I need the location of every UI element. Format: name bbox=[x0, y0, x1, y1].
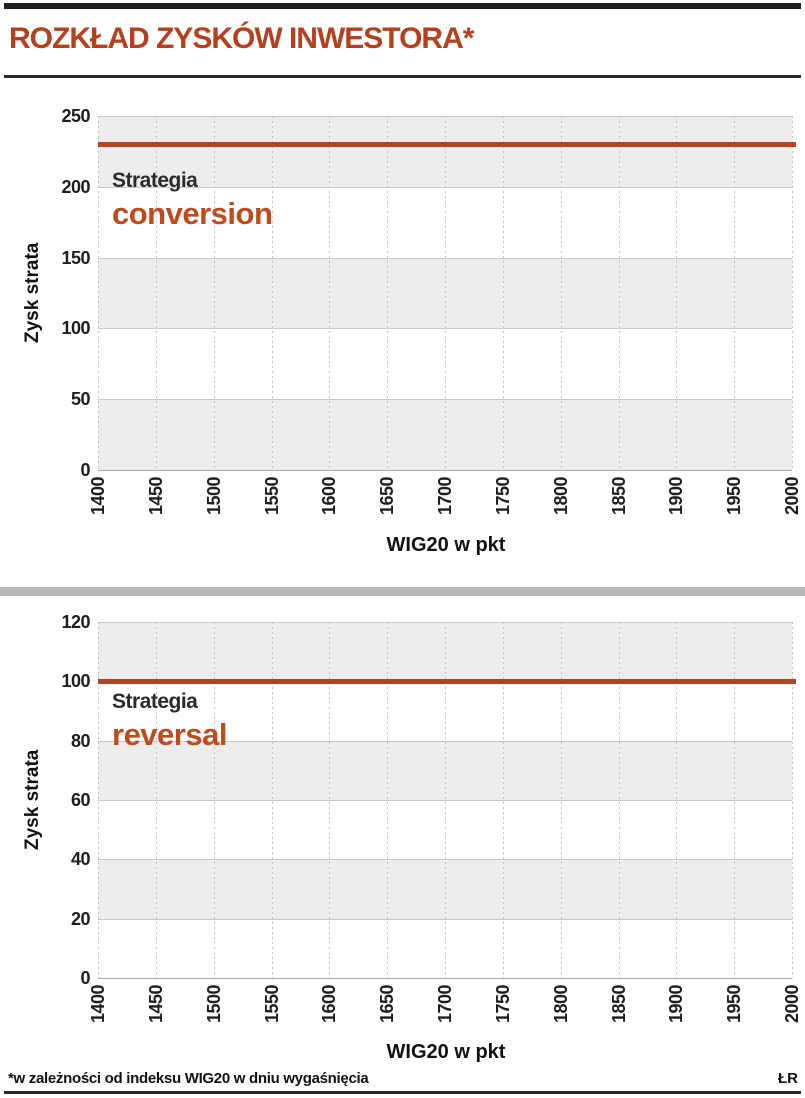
y-tick-label: 40 bbox=[70, 849, 91, 870]
x-axis-title-bottom: WIG20 w pkt bbox=[386, 1041, 506, 1063]
strategy-name: conversion bbox=[112, 196, 273, 231]
vertical-gridline bbox=[387, 116, 389, 470]
y-tick-label: 50 bbox=[70, 389, 91, 410]
x-tick-label: 1950 bbox=[724, 985, 745, 1024]
strategy-annotation-conversion: Strategia conversion bbox=[112, 169, 273, 231]
y-tick-label: 150 bbox=[61, 247, 90, 268]
x-tick-label: 1850 bbox=[608, 477, 629, 516]
x-tick-label: 1600 bbox=[319, 985, 340, 1024]
y-tick-label: 100 bbox=[61, 671, 90, 692]
footnote: *w zależności od indeksu WIG20 w dniu wy… bbox=[8, 1070, 369, 1087]
x-tick-label: 1950 bbox=[724, 477, 745, 516]
y-tick-label: 20 bbox=[70, 908, 91, 929]
strategy-annotation-reversal: Strategia reversal bbox=[112, 691, 227, 750]
y-tick-label: 80 bbox=[70, 730, 91, 751]
bottom-rule bbox=[4, 1091, 801, 1094]
chart-plot-conversion bbox=[98, 116, 796, 471]
x-tick-label: 1400 bbox=[88, 477, 108, 516]
top-bar bbox=[4, 3, 801, 9]
y-tick-label: 60 bbox=[70, 790, 91, 810]
x-tick-label: 1750 bbox=[492, 985, 513, 1024]
horizontal-gridline bbox=[98, 328, 792, 330]
horizontal-gridline bbox=[98, 470, 792, 471]
x-tick-label: 1700 bbox=[435, 985, 455, 1024]
vertical-gridline bbox=[560, 116, 562, 470]
vertical-gridline bbox=[734, 116, 736, 470]
vertical-gridline bbox=[792, 116, 793, 470]
x-tick-label: 1900 bbox=[666, 985, 687, 1024]
vertical-gridline bbox=[329, 116, 331, 470]
vertical-gridline bbox=[676, 116, 678, 470]
page-title: ROZKŁAD ZYSKÓW INWESTORA* bbox=[9, 22, 474, 55]
x-tick-label: 1650 bbox=[377, 477, 398, 516]
x-tick-label: 1850 bbox=[608, 985, 629, 1024]
x-tick-label: 1600 bbox=[319, 477, 340, 516]
author-initials: ŁR bbox=[778, 1070, 798, 1087]
horizontal-gridline bbox=[98, 186, 792, 188]
x-tick-label: 1650 bbox=[377, 985, 398, 1024]
x-tick-label: 1550 bbox=[261, 985, 282, 1024]
y-tick-label: 120 bbox=[61, 612, 90, 632]
vertical-gridline bbox=[502, 116, 504, 470]
horizontal-gridline bbox=[98, 257, 792, 259]
vertical-gridline bbox=[98, 116, 99, 470]
vertical-gridline bbox=[618, 116, 620, 470]
chart-plot-reversal bbox=[98, 622, 796, 979]
title-rule bbox=[4, 75, 801, 78]
x-tick-label: 1700 bbox=[435, 477, 455, 516]
y-tick-label: 0 bbox=[80, 968, 90, 988]
y-tick-label: 0 bbox=[80, 460, 90, 480]
horizontal-gridline bbox=[98, 399, 792, 401]
vertical-gridline bbox=[792, 622, 793, 978]
horizontal-gridline bbox=[98, 116, 792, 117]
strategy-name: reversal bbox=[112, 717, 227, 752]
horizontal-gridline bbox=[98, 978, 792, 979]
x-tick-label: 1900 bbox=[666, 477, 687, 516]
y-tick-label: 250 bbox=[61, 106, 90, 126]
x-tick-label: 2000 bbox=[782, 477, 802, 516]
horizontal-gridline bbox=[98, 859, 792, 861]
x-tick-label: 1550 bbox=[261, 477, 282, 516]
section-divider bbox=[0, 587, 805, 596]
x-tick-label: 1450 bbox=[145, 985, 166, 1024]
profit-line bbox=[98, 678, 796, 684]
x-tick-label: 1400 bbox=[88, 985, 108, 1024]
strategy-prefix: Strategia bbox=[112, 690, 198, 713]
x-tick-label: 1800 bbox=[550, 985, 571, 1024]
y-axis-label-top: Zysk strata bbox=[22, 242, 43, 344]
y-tick-label: 200 bbox=[61, 176, 90, 197]
x-tick-label: 1800 bbox=[550, 477, 571, 516]
x-tick-label: 2000 bbox=[782, 985, 802, 1024]
x-axis-title-top: WIG20 w pkt bbox=[386, 534, 506, 556]
x-tick-label: 1500 bbox=[203, 985, 224, 1024]
strategy-prefix: Strategia bbox=[112, 169, 198, 192]
y-tick-label: 100 bbox=[61, 318, 90, 339]
vertical-gridline bbox=[213, 116, 215, 470]
profit-line bbox=[98, 141, 796, 147]
x-tick-label: 1750 bbox=[492, 477, 513, 516]
horizontal-gridline bbox=[98, 622, 792, 623]
horizontal-gridline bbox=[98, 800, 792, 801]
vertical-gridline bbox=[445, 116, 446, 470]
vertical-gridline bbox=[271, 116, 273, 470]
horizontal-gridline bbox=[98, 740, 792, 742]
vertical-gridline bbox=[155, 116, 157, 470]
x-tick-label: 1450 bbox=[145, 477, 166, 516]
horizontal-gridline bbox=[98, 918, 792, 920]
x-tick-label: 1500 bbox=[203, 477, 224, 516]
